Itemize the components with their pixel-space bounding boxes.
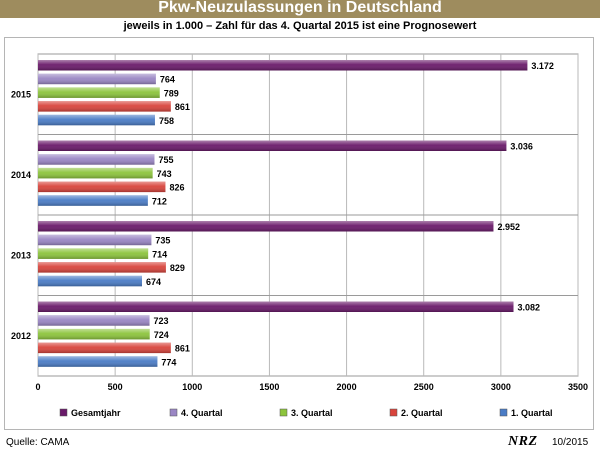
data-label: 743 (157, 169, 172, 179)
bar-shading (38, 73, 156, 85)
legend-label: 2. Quartal (401, 408, 443, 418)
data-label: 3.082 (518, 303, 541, 313)
data-label: 3.172 (531, 61, 554, 71)
x-tick-label: 1000 (182, 382, 202, 392)
legend-label: 3. Quartal (291, 408, 333, 418)
bar-shading (38, 262, 166, 273)
bar-shading (38, 315, 150, 326)
bar-shading (38, 101, 171, 112)
data-label: 723 (154, 316, 169, 326)
publication-date: 10/2015 (552, 437, 589, 448)
data-label: 758 (159, 116, 174, 126)
data-label: 712 (152, 196, 167, 206)
bar-shading (38, 87, 160, 98)
data-label: 714 (152, 249, 167, 259)
bar-shading (38, 275, 142, 287)
legend-swatch (499, 408, 508, 417)
x-tick-label: 2500 (414, 382, 434, 392)
bar-shading (38, 195, 148, 206)
x-tick-label: 1500 (259, 382, 279, 392)
bar-shading (38, 181, 166, 193)
data-label: 861 (175, 102, 190, 112)
bar-shading (38, 167, 153, 179)
data-label: 2.952 (497, 222, 520, 232)
bar-shading (38, 221, 494, 232)
bar-shading (38, 140, 507, 151)
x-tick-label: 500 (108, 382, 123, 392)
legend-swatch (389, 408, 398, 417)
data-label: 674 (146, 277, 161, 287)
legend-label: Gesamtjahr (71, 408, 121, 418)
legend-label: 4. Quartal (181, 408, 223, 418)
nrz-logo: NRZ (508, 434, 538, 449)
x-tick-label: 2000 (337, 382, 357, 392)
chart-subtitle: jeweils in 1.000 – Zahl für das 4. Quart… (123, 20, 477, 32)
data-label: 789 (164, 88, 179, 98)
data-label: 755 (158, 155, 173, 165)
data-label: 829 (170, 263, 185, 273)
bar-shading (38, 342, 171, 354)
x-tick-label: 3000 (491, 382, 511, 392)
bar-shading (38, 60, 528, 71)
title-bar (0, 0, 600, 18)
data-label: 774 (161, 357, 176, 367)
data-label: 3.036 (510, 142, 533, 152)
data-label: 735 (155, 236, 170, 246)
bar-shading (38, 234, 152, 246)
data-label: 764 (160, 75, 175, 85)
chart-title: Pkw-Neuzulassungen in Deutschland (158, 0, 442, 16)
legend-swatch (169, 408, 178, 417)
legend-label: 1. Quartal (511, 408, 553, 418)
y-category-label: 2013 (11, 250, 31, 260)
legend-swatch (59, 408, 68, 417)
bar-shading (38, 248, 149, 259)
y-category-label: 2014 (11, 170, 31, 180)
source-note: Quelle: CAMA (6, 437, 70, 448)
x-tick-label: 0 (35, 382, 40, 392)
bar-shading (38, 356, 158, 367)
data-label: 724 (154, 330, 169, 340)
x-tick-label: 3500 (568, 382, 588, 392)
y-category-label: 2015 (11, 89, 31, 99)
legend-swatch (279, 408, 288, 417)
data-label: 826 (169, 183, 184, 193)
bar-shading (38, 114, 155, 126)
chart-frame: 3.172 764 789 861 758 3.036 755 743 826 712 2.952 7… (4, 37, 594, 430)
bar-shading (38, 301, 514, 312)
data-label: 861 (175, 344, 190, 354)
y-category-label: 2012 (11, 331, 31, 341)
bar-shading (38, 154, 155, 165)
bar-shading (38, 328, 150, 340)
bar-chart: 3.1727647898617583.0367557438267122.9527… (11, 53, 588, 418)
